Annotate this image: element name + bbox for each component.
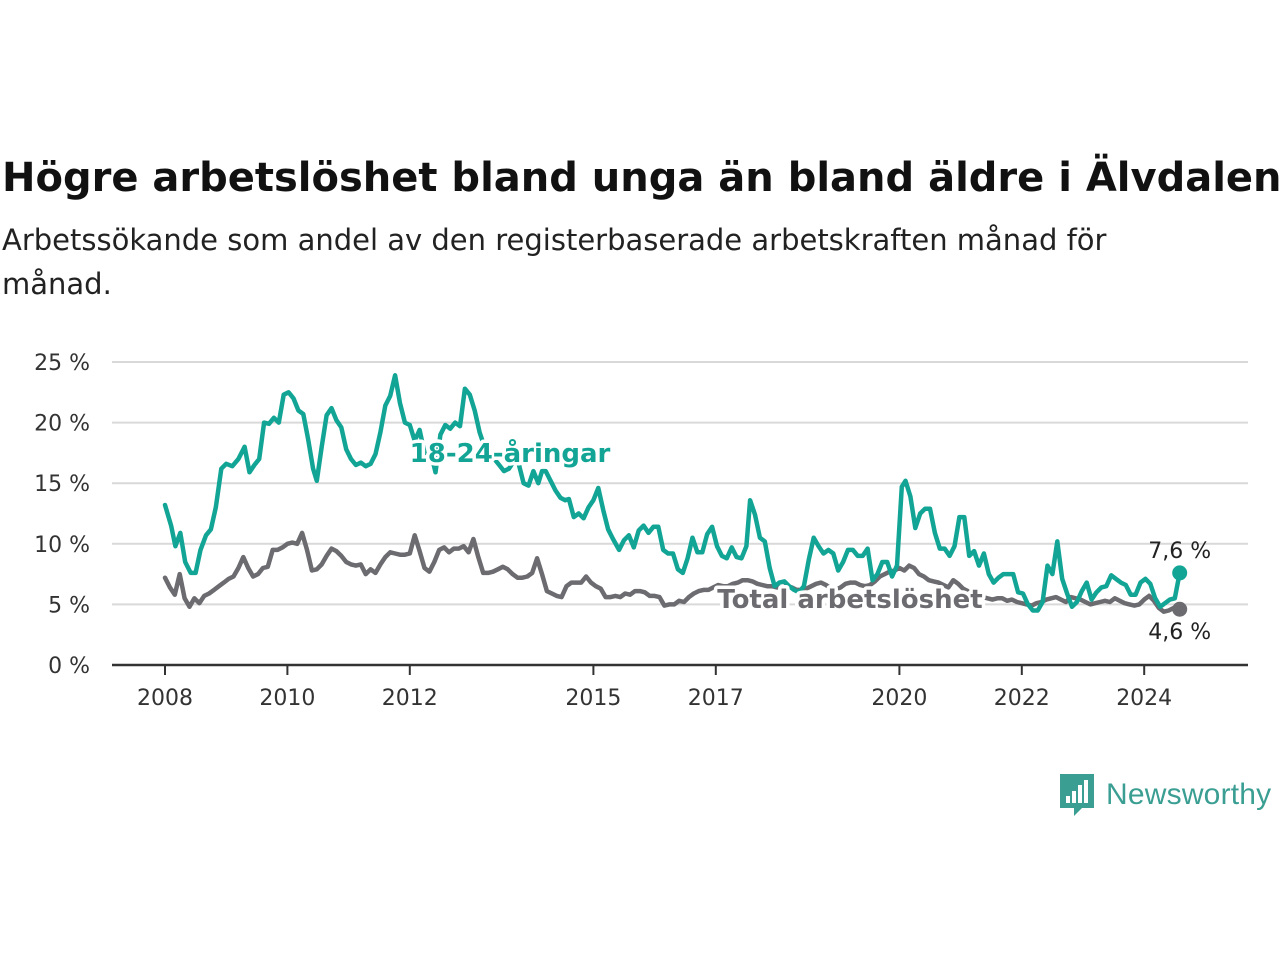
y-axis-tick-labels: 0 % 5 % 10 % 15 % 20 % 25 %	[34, 351, 90, 679]
series-label-total: Total arbetslöshet	[717, 585, 982, 615]
series-labels: 7,6 % 18-24-åringar 4,6 % Total arbetslöshe…	[406, 434, 1211, 646]
x-tick-label: 2020	[871, 686, 927, 711]
series-lines	[162, 373, 1182, 614]
x-tick-label: 2024	[1116, 686, 1172, 711]
y-tick-label: 25 %	[34, 351, 90, 376]
chart-subtitle: Arbetssökande som andel av den registerb…	[2, 223, 1107, 301]
end-value-label-total: 4,6 %	[1148, 620, 1211, 645]
x-tick-label: 2022	[994, 686, 1050, 711]
series-label-youth: 18-24-åringar	[410, 437, 611, 469]
series-end-point-total	[1172, 601, 1188, 617]
x-tick-label: 2015	[565, 686, 621, 711]
y-tick-label: 10 %	[34, 533, 90, 558]
gridlines	[112, 361, 1248, 606]
x-tick-label: 2012	[382, 686, 438, 711]
y-tick-label: 5 %	[48, 593, 90, 618]
newsworthy-brand: Newsworthy	[1058, 772, 1271, 818]
x-tick-label: 2017	[688, 686, 744, 711]
series-line-total	[162, 530, 1182, 614]
x-tick-label: 2010	[259, 686, 315, 711]
y-tick-label: 20 %	[34, 412, 90, 437]
chart-title: Högre arbetslöshet bland unga än bland ä…	[2, 155, 1280, 201]
x-axis: 2008 2010 2012 2015 2017 2020 2022 2024	[112, 663, 1248, 711]
brand-name: Newsworthy	[1106, 778, 1272, 811]
bar-chart-speech-bubble-icon	[1060, 774, 1094, 816]
y-tick-label: 0 %	[48, 654, 90, 679]
y-tick-label: 15 %	[34, 472, 90, 497]
x-tick-label: 2008	[137, 686, 193, 711]
series-end-point-youth	[1172, 565, 1188, 581]
end-value-label-youth: 7,6 %	[1148, 539, 1211, 564]
series-line-youth	[162, 373, 1182, 613]
